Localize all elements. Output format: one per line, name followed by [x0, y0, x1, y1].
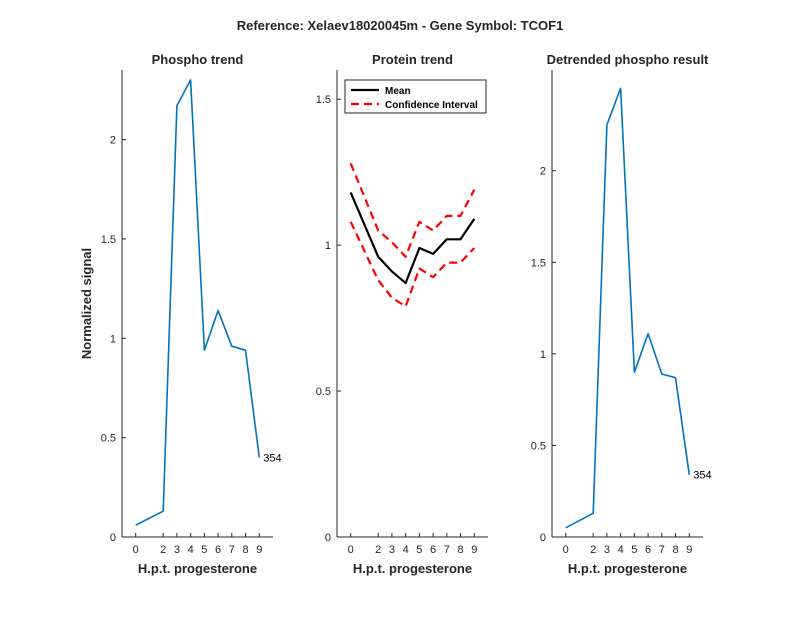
y-axis-label: Normalized signal — [79, 248, 94, 359]
series-line-1 — [565, 87, 691, 529]
x-tick-label: 7 — [229, 544, 235, 556]
x-tick-label: 9 — [686, 544, 692, 556]
y-tick-label: 0.5 — [531, 440, 546, 452]
x-tick-label: 8 — [672, 544, 678, 556]
legend-box — [344, 79, 487, 114]
y-tick-label: 0.5 — [316, 386, 331, 398]
x-tick-label: 3 — [604, 544, 610, 556]
series-line-3 — [349, 221, 476, 308]
legend-label: Mean — [385, 86, 411, 97]
x-tick-label: 0 — [133, 544, 139, 556]
x-tick-label: 9 — [471, 544, 477, 556]
x-tick-label: 2 — [160, 544, 166, 556]
x-tick-label: 6 — [430, 544, 436, 556]
x-tick-label: 6 — [215, 544, 221, 556]
x-tick-label: 3 — [174, 544, 180, 556]
x-tick-label: 8 — [242, 544, 248, 556]
figure-title: Reference: Xelaev18020045m - Gene Symbol… — [237, 18, 564, 33]
x-axis-label: H.p.t. progesterone — [353, 561, 472, 576]
y-tick-label: 0 — [540, 532, 546, 544]
y-tick-label: 0.5 — [101, 433, 116, 445]
point-annotation: 354 — [263, 453, 281, 465]
y-tick-label: 1.5 — [531, 257, 546, 269]
y-tick-label: 1 — [540, 349, 546, 361]
x-tick-label: 8 — [457, 544, 463, 556]
point-annotation: 354 — [693, 470, 711, 482]
y-tick-label: 1.5 — [101, 234, 116, 246]
series-line-1 — [349, 192, 476, 285]
x-tick-label: 5 — [201, 544, 207, 556]
x-axis-label: H.p.t. progesterone — [568, 561, 687, 576]
y-tick-label: 2 — [540, 166, 546, 178]
panel-title: Phospho trend — [152, 52, 244, 67]
x-tick-label: 5 — [416, 544, 422, 556]
y-tick-label: 0 — [325, 532, 331, 544]
x-tick-label: 3 — [389, 544, 395, 556]
x-tick-label: 4 — [618, 544, 624, 556]
x-tick-label: 4 — [188, 544, 194, 556]
y-tick-label: 2 — [110, 135, 116, 147]
x-tick-label: 0 — [563, 544, 569, 556]
y-tick-label: 1 — [110, 333, 116, 345]
chart-panel-2: 0 0.5 1 1.5 0 2 3 4 5 6 7 8 9 Protein trend H.p.t. pro… — [316, 52, 488, 576]
x-tick-label: 9 — [256, 544, 262, 556]
legend-label: Confidence Interval — [385, 100, 478, 111]
x-tick-label: 5 — [631, 544, 637, 556]
panel-title: Detrended phospho result — [547, 52, 709, 67]
y-tick-label: 1 — [325, 240, 331, 252]
x-tick-label: 7 — [659, 544, 665, 556]
series-line-1 — [135, 79, 261, 526]
panel-title: Protein trend — [372, 52, 453, 67]
x-tick-label: 0 — [348, 544, 354, 556]
x-tick-label: 2 — [375, 544, 381, 556]
x-tick-label: 2 — [590, 544, 596, 556]
x-tick-label: 6 — [645, 544, 651, 556]
x-axis-label: H.p.t. progesterone — [138, 561, 257, 576]
y-tick-label: 0 — [110, 532, 116, 544]
series-line-2 — [349, 162, 476, 258]
x-tick-label: 4 — [403, 544, 409, 556]
y-tick-label: 1.5 — [316, 94, 331, 106]
x-tick-label: 7 — [444, 544, 450, 556]
